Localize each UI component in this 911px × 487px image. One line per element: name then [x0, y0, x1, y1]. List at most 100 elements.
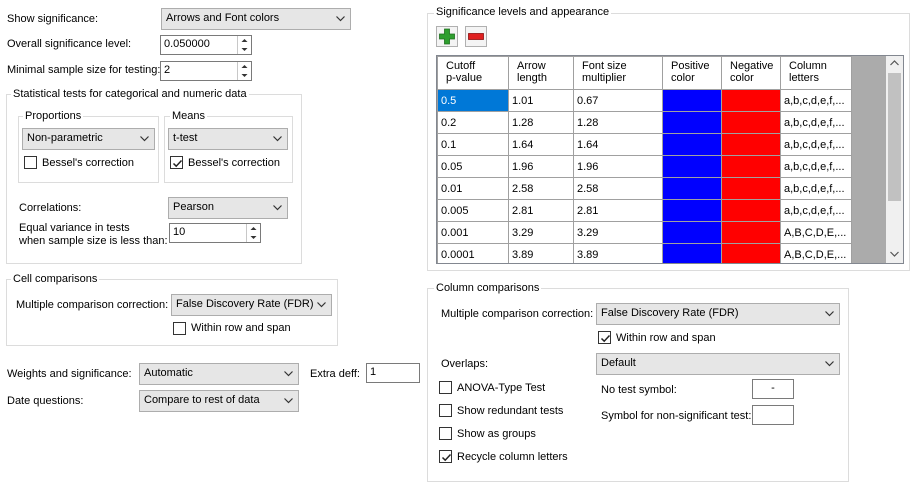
- column-letters-cell[interactable]: a,b,c,d,e,f,...: [780, 89, 852, 112]
- arrow-length-cell[interactable]: 1.64: [508, 133, 574, 156]
- chevron-down-icon: [317, 302, 326, 308]
- recycle-checkbox[interactable]: [439, 450, 452, 463]
- column-letters-cell[interactable]: A,B,C,D,E,...: [780, 243, 852, 263]
- column-letters-cell[interactable]: a,b,c,d,e,f,...: [780, 133, 852, 156]
- arrow-length-cell[interactable]: 1.01: [508, 89, 574, 112]
- cell-mcc-dropdown[interactable]: False Discovery Rate (FDR): [171, 294, 332, 316]
- spin-down-icon[interactable]: [238, 45, 251, 54]
- arrow-length-cell[interactable]: 3.29: [508, 221, 574, 244]
- spin-up-icon[interactable]: [238, 36, 251, 45]
- arrow-length-cell[interactable]: 2.58: [508, 177, 574, 200]
- table-row[interactable]: 0.05 1.96 1.96 a,b,c,d,e,f,...: [437, 155, 852, 178]
- spin-down-icon[interactable]: [247, 233, 260, 242]
- positive-color-cell[interactable]: [662, 111, 722, 134]
- font-size-cell[interactable]: 1.64: [573, 133, 663, 156]
- redundant-checkbox[interactable]: [439, 404, 452, 417]
- nonsig-symbol-input[interactable]: [752, 405, 794, 425]
- table-row[interactable]: 0.0001 3.89 3.89 A,B,C,D,E,...: [437, 243, 852, 263]
- column-letters-cell[interactable]: a,b,c,d,e,f,...: [780, 111, 852, 134]
- cutoff-cell[interactable]: 0.2: [437, 111, 509, 134]
- font-size-cell[interactable]: 1.96: [573, 155, 663, 178]
- font-size-cell[interactable]: 1.28: [573, 111, 663, 134]
- overall-level-spinner[interactable]: 0.050000: [160, 35, 252, 55]
- proportions-dropdown[interactable]: Non-parametric: [22, 128, 155, 150]
- chevron-down-icon: [273, 205, 282, 211]
- col-mcc-dropdown[interactable]: False Discovery Rate (FDR): [596, 303, 840, 325]
- arrow-length-cell[interactable]: 1.96: [508, 155, 574, 178]
- column-header: Arrow length: [508, 56, 574, 90]
- table-row[interactable]: 0.5 1.01 0.67 a,b,c,d,e,f,...: [437, 89, 852, 112]
- positive-color-cell[interactable]: [662, 133, 722, 156]
- negative-color-cell[interactable]: [721, 221, 781, 244]
- spin-up-icon[interactable]: [247, 224, 260, 233]
- column-header-line: length: [517, 72, 547, 84]
- negative-color-cell[interactable]: [721, 155, 781, 178]
- minimal-sample-spinner[interactable]: 2: [160, 61, 252, 81]
- cutoff-cell[interactable]: 0.001: [437, 221, 509, 244]
- negative-color-cell[interactable]: [721, 89, 781, 112]
- column-letters-cell[interactable]: a,b,c,d,e,f,...: [780, 177, 852, 200]
- positive-color-cell[interactable]: [662, 89, 722, 112]
- font-size-cell[interactable]: 3.89: [573, 243, 663, 263]
- negative-color-cell[interactable]: [721, 199, 781, 222]
- scroll-up-icon[interactable]: [890, 60, 899, 66]
- date-questions-dropdown[interactable]: Compare to rest of data: [139, 390, 299, 412]
- arrow-length-cell[interactable]: 3.89: [508, 243, 574, 263]
- col-mcc-label: Multiple comparison correction:: [441, 308, 594, 320]
- show-significance-dropdown[interactable]: Arrows and Font colors: [161, 8, 351, 30]
- scroll-down-icon[interactable]: [890, 251, 899, 257]
- cutoff-cell[interactable]: 0.5: [437, 89, 509, 112]
- means-bessel-checkbox[interactable]: [170, 156, 183, 169]
- positive-color-cell[interactable]: [662, 177, 722, 200]
- cutoff-cell[interactable]: 0.05: [437, 155, 509, 178]
- column-letters-cell[interactable]: a,b,c,d,e,f,...: [780, 199, 852, 222]
- col-within-checkbox[interactable]: [598, 331, 611, 344]
- negative-color-cell[interactable]: [721, 177, 781, 200]
- cutoff-cell[interactable]: 0.0001: [437, 243, 509, 263]
- equal-variance-spinner[interactable]: 10: [169, 223, 261, 243]
- arrow-length-cell[interactable]: 2.81: [508, 199, 574, 222]
- weights-dropdown[interactable]: Automatic: [139, 363, 299, 385]
- cutoff-cell[interactable]: 0.005: [437, 199, 509, 222]
- extra-deff-input[interactable]: 1: [366, 363, 420, 383]
- remove-level-button[interactable]: [465, 26, 487, 47]
- table-scrollbar[interactable]: [886, 56, 903, 263]
- cutoff-cell[interactable]: 0.1: [437, 133, 509, 156]
- correlations-dropdown[interactable]: Pearson: [168, 197, 288, 219]
- anova-checkbox[interactable]: [439, 381, 452, 394]
- groups-checkbox[interactable]: [439, 427, 452, 440]
- proportions-bessel-checkbox[interactable]: [24, 156, 37, 169]
- table-row[interactable]: 0.005 2.81 2.81 a,b,c,d,e,f,...: [437, 199, 852, 222]
- arrow-length-cell[interactable]: 1.28: [508, 111, 574, 134]
- equal-variance-value: 10: [173, 226, 186, 238]
- font-size-cell[interactable]: 0.67: [573, 89, 663, 112]
- negative-color-cell[interactable]: [721, 111, 781, 134]
- no-test-symbol-input[interactable]: -: [752, 379, 794, 399]
- positive-color-cell[interactable]: [662, 243, 722, 263]
- means-dropdown[interactable]: t-test: [168, 128, 288, 150]
- cell-within-checkbox[interactable]: [173, 322, 186, 335]
- positive-color-cell[interactable]: [662, 221, 722, 244]
- table-row[interactable]: 0.01 2.58 2.58 a,b,c,d,e,f,...: [437, 177, 852, 200]
- spin-up-icon[interactable]: [238, 62, 251, 71]
- column-header: Negative color: [721, 56, 781, 90]
- font-size-cell[interactable]: 2.58: [573, 177, 663, 200]
- column-letters-cell[interactable]: a,b,c,d,e,f,...: [780, 155, 852, 178]
- table-row[interactable]: 0.2 1.28 1.28 a,b,c,d,e,f,...: [437, 111, 852, 134]
- positive-color-cell[interactable]: [662, 155, 722, 178]
- overlaps-value: Default: [601, 357, 636, 369]
- spin-down-icon[interactable]: [238, 71, 251, 80]
- cutoff-cell[interactable]: 0.01: [437, 177, 509, 200]
- scrollbar-thumb[interactable]: [888, 73, 901, 201]
- add-level-button[interactable]: [436, 26, 458, 47]
- font-size-cell[interactable]: 2.81: [573, 199, 663, 222]
- positive-color-cell[interactable]: [662, 199, 722, 222]
- table-row[interactable]: 0.001 3.29 3.29 A,B,C,D,E,...: [437, 221, 852, 244]
- column-letters-cell[interactable]: A,B,C,D,E,...: [780, 221, 852, 244]
- negative-color-cell[interactable]: [721, 133, 781, 156]
- table-row[interactable]: 0.1 1.64 1.64 a,b,c,d,e,f,...: [437, 133, 852, 156]
- sig-levels-table[interactable]: Cutoff p-value Arrow length Font size multipl…: [436, 55, 904, 264]
- overlaps-dropdown[interactable]: Default: [596, 353, 840, 375]
- negative-color-cell[interactable]: [721, 243, 781, 263]
- font-size-cell[interactable]: 3.29: [573, 221, 663, 244]
